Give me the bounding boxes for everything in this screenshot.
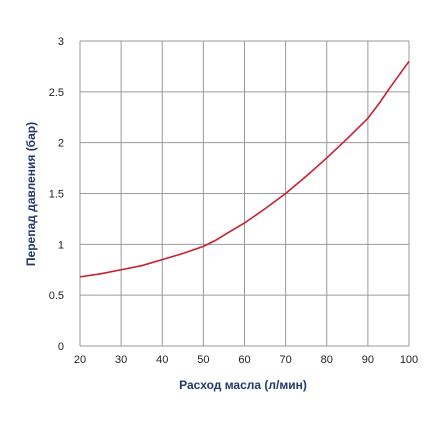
x-tick-label: 20 (74, 354, 86, 366)
x-axis-label: Расход масла (л/мин) (179, 378, 307, 392)
x-tick-label: 60 (238, 354, 250, 366)
y-axis-label: Перепад давления (бар) (24, 122, 38, 266)
x-tick-label: 70 (280, 354, 292, 366)
y-tick-label: 3 (58, 36, 64, 48)
x-tick-labels: 20 30 40 50 60 70 80 90 100 (74, 354, 418, 366)
y-tick-label: 0.5 (49, 290, 64, 302)
x-tick-label: 80 (321, 354, 333, 366)
series-line (79, 60, 410, 278)
x-tick-label: 100 (400, 354, 418, 366)
x-tick-label: 40 (156, 354, 168, 366)
y-tick-label: 2 (58, 138, 64, 150)
y-tick-label: 1 (58, 239, 64, 251)
y-tick-label: 2.5 (49, 87, 64, 99)
x-tick-label: 90 (362, 354, 374, 366)
x-tick-label: 50 (197, 354, 209, 366)
x-tick-label: 30 (115, 354, 127, 366)
y-tick-label: 1.5 (49, 189, 64, 201)
grid-lines (79, 40, 410, 347)
y-tick-labels: 0 0.5 1 1.5 2 2.5 3 (49, 36, 64, 353)
y-tick-label: 0 (58, 341, 64, 353)
